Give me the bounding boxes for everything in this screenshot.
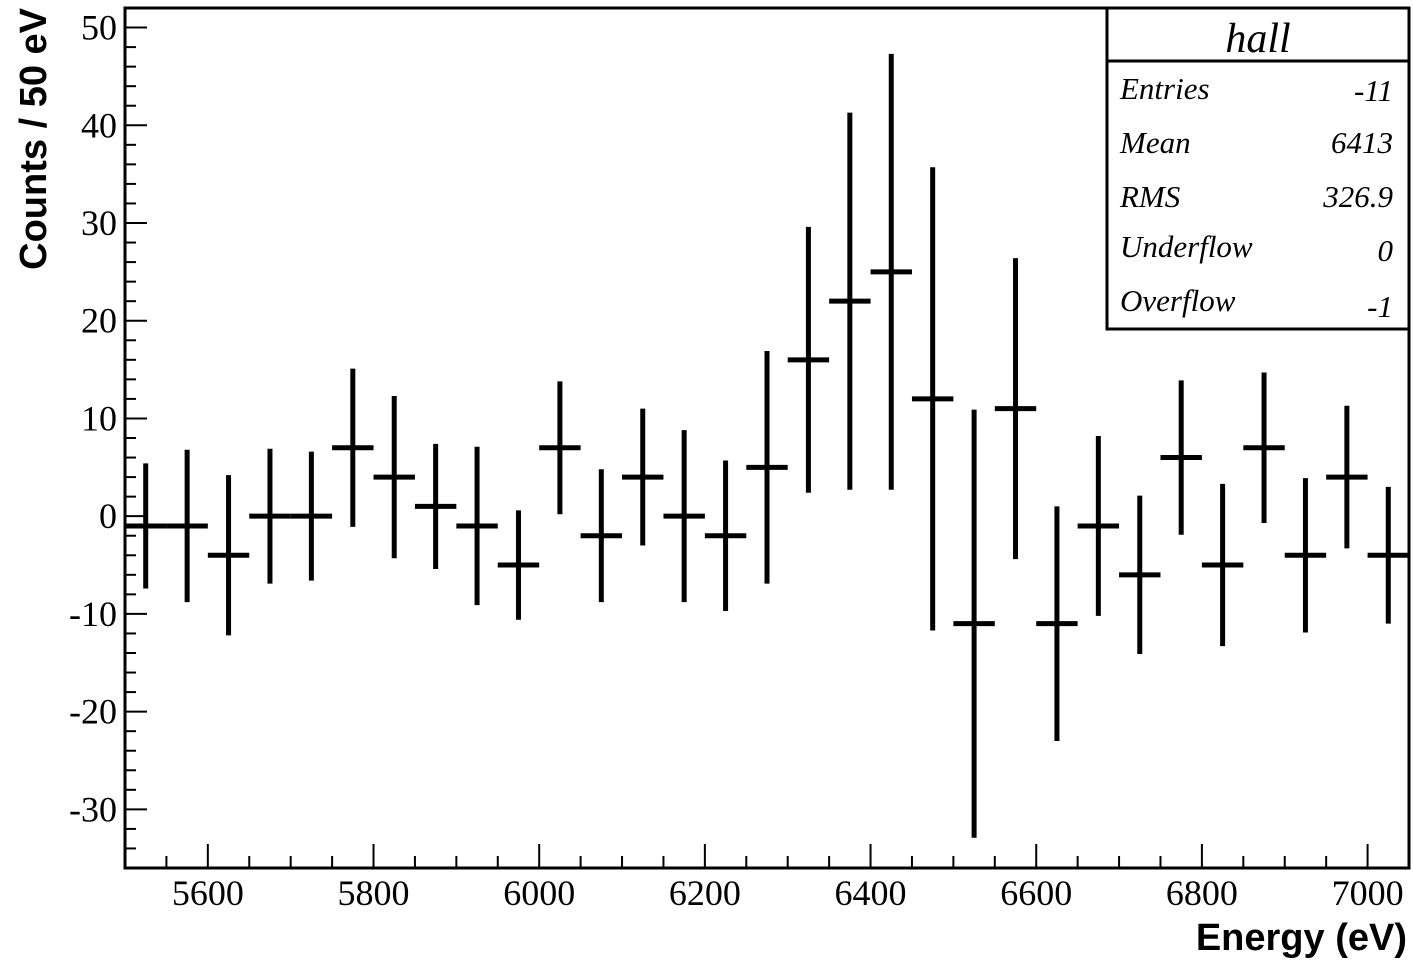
x-axis-title: Energy (eV) [1196,917,1407,959]
data-point [332,368,374,527]
stats-label-overflow: Overflow [1120,283,1236,318]
y-tick-label: 10 [81,398,117,438]
x-tick-label: 6200 [669,873,741,913]
stats-value-underflow: 0 [1378,233,1394,268]
y-tick-label: 20 [81,301,117,341]
data-point [125,463,167,589]
y-tick-label: 40 [81,105,117,145]
x-tick-label: 6600 [1000,873,1072,913]
x-tick-label: 6800 [1166,873,1238,913]
data-point [1160,380,1202,535]
x-axis-tick-labels: 5600 5800 6000 6200 6400 6600 6800 7000 [172,873,1404,913]
stats-value-entries: -11 [1354,73,1393,108]
data-point [1119,495,1161,654]
x-axis-ticks [124,844,1410,868]
data-point [1077,436,1120,616]
data-point [622,408,664,546]
stats-label-entries: Entries [1119,71,1210,106]
y-axis-ticks [125,7,147,869]
data-point [787,226,830,493]
y-tick-label: -20 [69,692,117,732]
stats-label-mean: Mean [1119,125,1191,160]
data-point [1036,506,1078,741]
data-point [290,451,333,581]
stats-label-underflow: Underflow [1120,229,1253,264]
data-point [1243,372,1285,524]
y-tick-label: 30 [81,203,117,243]
y-tick-label: -30 [69,789,117,829]
x-tick-label: 5800 [338,873,410,913]
stats-value-overflow: -1 [1367,289,1393,324]
data-point [870,53,912,490]
y-tick-label: 0 [99,496,117,536]
data-point [704,460,747,611]
data-point [414,443,457,569]
data-point [1326,405,1368,549]
data-point [1201,483,1244,647]
data-point [456,446,498,606]
y-axis-title: Counts / 50 eV [13,7,55,269]
data-point [953,409,995,838]
data-point [373,395,415,559]
x-tick-label: 5600 [172,873,244,913]
stats-value-mean: 6413 [1331,125,1393,160]
data-point [663,430,705,603]
data-point [166,449,208,603]
y-tick-label: 50 [81,8,117,48]
data-point [1367,486,1409,624]
y-axis-tick-labels: -30 -20 -10 0 10 20 30 40 50 [69,8,117,830]
x-tick-label: 7000 [1332,873,1404,913]
data-point [746,351,788,584]
data-point [911,167,954,631]
data-point [994,258,1037,560]
data-point [1284,478,1327,633]
x-tick-label: 6400 [835,873,907,913]
stats-box-title: hall [1225,16,1290,62]
stats-value-rms: 326.9 [1322,179,1393,214]
data-point [829,112,871,490]
data-point [249,448,291,584]
data-point [580,469,623,603]
data-points [125,53,1409,838]
data-point [539,381,581,515]
data-point [207,475,250,636]
x-tick-label: 6000 [503,873,575,913]
stats-box: hall Entries -11 Mean 6413 RMS 326.9 Und… [1105,6,1411,331]
data-point [497,510,540,620]
y-tick-label: -10 [69,594,117,634]
stats-label-rms: RMS [1119,179,1180,214]
